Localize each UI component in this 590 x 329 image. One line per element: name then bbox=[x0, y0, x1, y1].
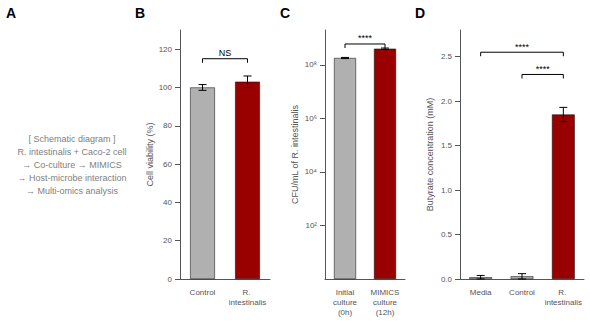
svg-text:Cell viability (%): Cell viability (%) bbox=[145, 122, 155, 186]
svg-text:1.0: 1.0 bbox=[441, 186, 453, 195]
svg-text:0: 0 bbox=[168, 275, 173, 284]
svg-text:CFU/mL of R. intestinalis: CFU/mL of R. intestinalis bbox=[290, 104, 300, 204]
svg-text:0.0: 0.0 bbox=[441, 275, 453, 284]
svg-text:→ Multi-omics analysis: → Multi-omics analysis bbox=[26, 186, 119, 196]
svg-text:R.: R. bbox=[242, 288, 252, 297]
svg-text:B: B bbox=[135, 5, 145, 21]
svg-text:10⁴: 10⁴ bbox=[305, 167, 318, 176]
svg-text:(0h): (0h) bbox=[338, 308, 353, 317]
svg-text:culture: culture bbox=[333, 298, 358, 307]
svg-text:Control: Control bbox=[190, 288, 216, 297]
svg-text:R. intestinalis + Caco-2 cell: R. intestinalis + Caco-2 cell bbox=[18, 147, 127, 157]
svg-text:culture: culture bbox=[373, 298, 398, 307]
svg-text:60: 60 bbox=[163, 160, 172, 169]
svg-text:120: 120 bbox=[159, 45, 173, 54]
svg-text:****: **** bbox=[536, 64, 551, 74]
svg-text:1.5: 1.5 bbox=[441, 141, 453, 150]
svg-text:40: 40 bbox=[163, 198, 172, 207]
svg-text:→ Co-culture → MIMICS: → Co-culture → MIMICS bbox=[22, 160, 122, 170]
svg-text:NS: NS bbox=[219, 48, 232, 58]
svg-text:→ Host-microbe interaction: → Host-microbe interaction bbox=[17, 173, 126, 183]
svg-text:intestinalis: intestinalis bbox=[229, 298, 266, 307]
svg-text:[ Schematic diagram ]: [ Schematic diagram ] bbox=[28, 134, 115, 144]
svg-text:Initial: Initial bbox=[336, 288, 355, 297]
svg-text:0.5: 0.5 bbox=[441, 230, 453, 239]
svg-text:10²: 10² bbox=[305, 221, 317, 230]
svg-text:****: **** bbox=[358, 33, 373, 43]
svg-text:Media: Media bbox=[470, 288, 492, 297]
svg-text:2.0: 2.0 bbox=[441, 97, 453, 106]
svg-text:R.: R. bbox=[558, 288, 568, 297]
svg-text:C: C bbox=[280, 5, 290, 21]
svg-text:20: 20 bbox=[163, 236, 172, 245]
svg-text:80: 80 bbox=[163, 121, 172, 130]
svg-text:10⁸: 10⁸ bbox=[305, 60, 317, 69]
svg-text:****: **** bbox=[515, 42, 530, 52]
svg-text:2.5: 2.5 bbox=[441, 52, 453, 61]
svg-text:A: A bbox=[6, 5, 16, 21]
svg-text:MIMICS: MIMICS bbox=[371, 288, 400, 297]
svg-text:(12h): (12h) bbox=[376, 308, 395, 317]
svg-text:100: 100 bbox=[159, 83, 173, 92]
svg-text:intestinalis: intestinalis bbox=[545, 298, 582, 307]
svg-text:D: D bbox=[415, 5, 425, 21]
svg-text:Control: Control bbox=[509, 288, 535, 297]
svg-text:10⁶: 10⁶ bbox=[305, 114, 317, 123]
svg-text:Butyrate concentration (mM): Butyrate concentration (mM) bbox=[425, 98, 435, 212]
